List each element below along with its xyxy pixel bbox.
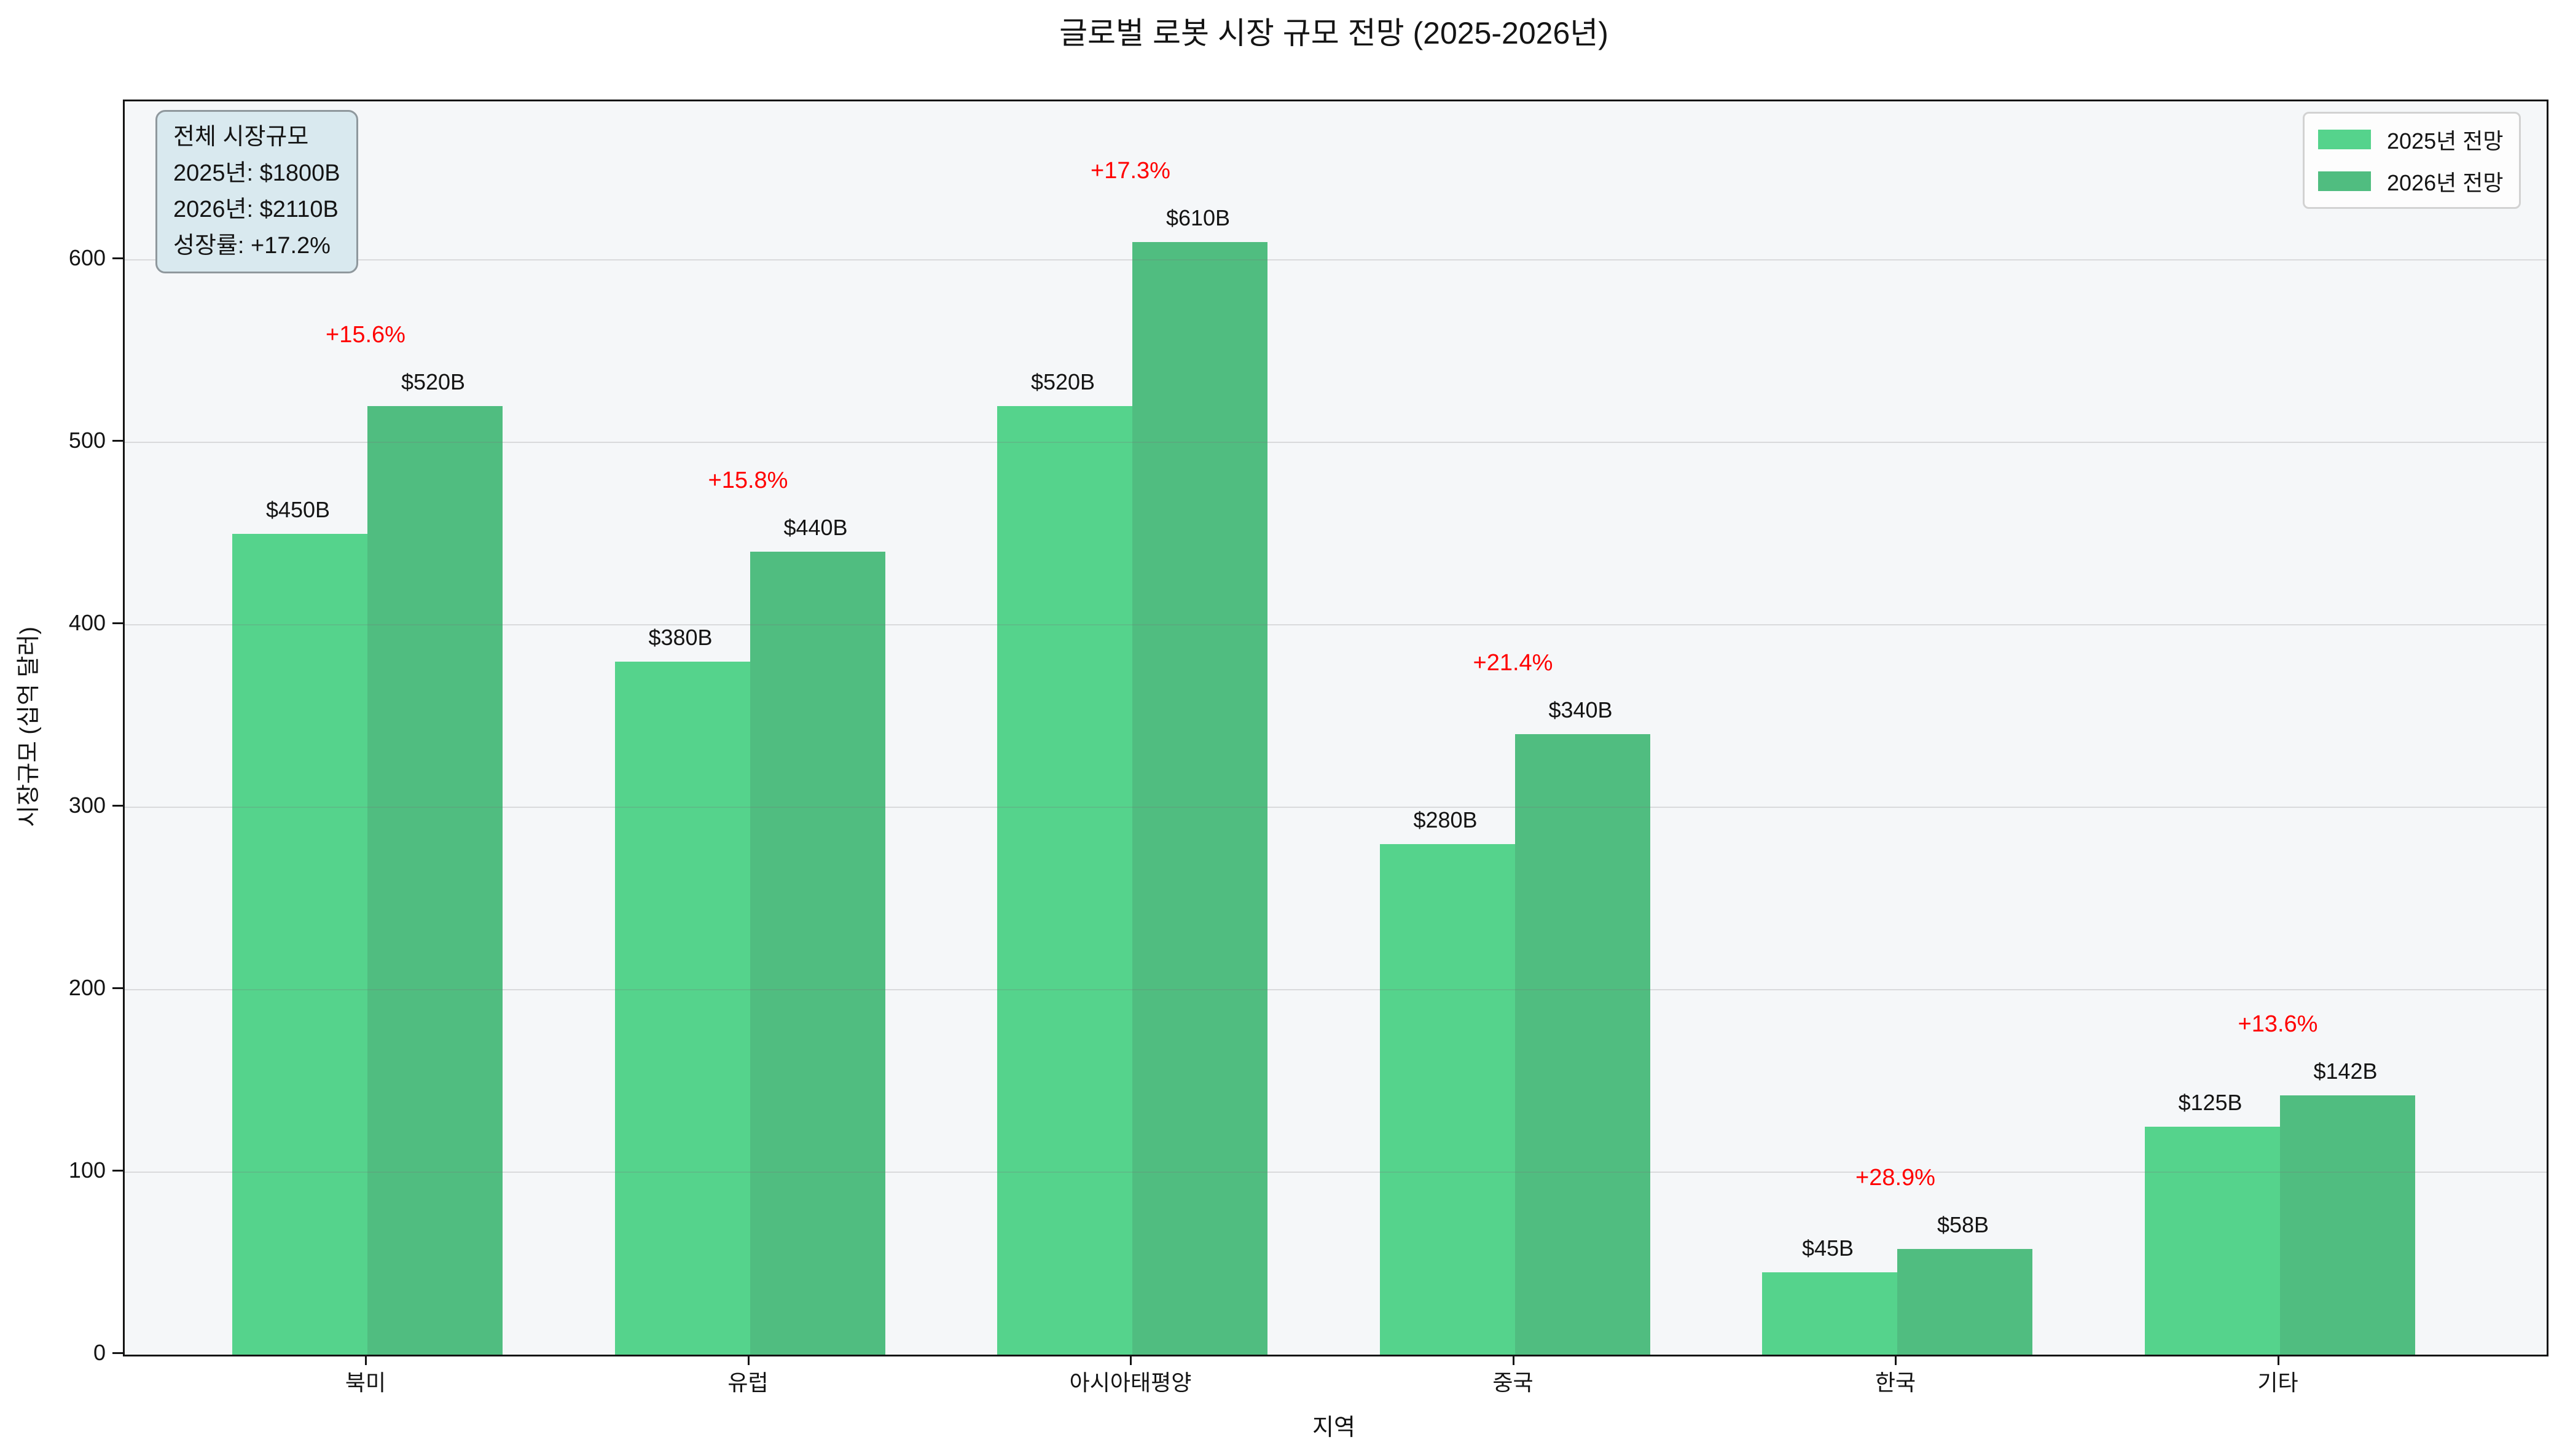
growth-label: +21.4% (1473, 650, 1553, 676)
plot-area (123, 100, 2548, 1356)
y-tick-label: 400 (68, 610, 106, 636)
y-tick-mark (112, 622, 123, 625)
chart-title: 글로벌 로봇 시장 규모 전망 (2025-2026년) (1059, 16, 1608, 50)
y-tick-label: 600 (68, 245, 106, 271)
legend-swatch-2026 (2318, 171, 2371, 191)
y-tick-label: 300 (68, 793, 106, 818)
bar-value-label: $280B (1413, 807, 1478, 832)
growth-label: +15.8% (708, 468, 788, 494)
legend-label: 2026년 전망 (2387, 170, 2504, 195)
info-box: 전체 시장규모 2025년: $1800B 2026년: $2110B 성장률: +1… (155, 110, 358, 273)
y-tick-label: 100 (68, 1157, 106, 1183)
bar-2026-1 (750, 552, 885, 1355)
info-box-line: 2025년: $1800B (173, 160, 340, 186)
bar-value-label: $125B (2178, 1089, 2243, 1115)
x-tick-label: 중국 (1492, 1370, 1534, 1395)
growth-label: +13.6% (2238, 1011, 2318, 1038)
info-box-line: 성장률: +17.2% (173, 233, 331, 259)
bar-2025-5 (2144, 1126, 2280, 1355)
x-tick-mark (1895, 1355, 1897, 1365)
growth-label: +28.9% (1855, 1164, 1935, 1191)
y-tick-mark (112, 1352, 123, 1354)
bar-2025-1 (614, 661, 750, 1355)
growth-label: +17.3% (1091, 157, 1170, 184)
bar-2026-4 (1897, 1248, 2032, 1355)
legend-item: 2025년 전망 (2318, 123, 2503, 155)
x-tick-mark (1130, 1355, 1132, 1365)
info-box-line: 전체 시장규모 (173, 124, 309, 150)
y-tick-label: 0 (93, 1340, 106, 1365)
y-tick-mark (112, 440, 123, 442)
bar-2025-2 (997, 405, 1132, 1355)
gridline (125, 989, 2547, 991)
x-tick-label: 기타 (2257, 1370, 2298, 1395)
bar-value-label: $58B (1937, 1211, 1989, 1237)
x-tick-label: 한국 (1874, 1370, 1916, 1395)
gridline (125, 259, 2547, 261)
bar-2025-0 (232, 533, 367, 1355)
bar-value-label: $520B (401, 369, 466, 394)
bar-value-label: $45B (1801, 1235, 1854, 1261)
x-tick-label: 유럽 (727, 1370, 769, 1395)
bar-2026-2 (1132, 241, 1267, 1355)
legend-item: 2026년 전망 (2318, 165, 2503, 197)
x-axis-label: 지역 (1312, 1415, 1355, 1441)
x-tick-mark (747, 1355, 750, 1365)
x-tick-mark (365, 1355, 367, 1365)
y-tick-mark (112, 1170, 123, 1172)
legend: 2025년 전망 2026년 전망 (2303, 112, 2521, 209)
bar-value-label: $610B (1165, 205, 1231, 230)
y-tick-mark (112, 987, 123, 990)
gridline (125, 624, 2547, 626)
bar-2026-0 (367, 405, 503, 1355)
bar-value-label: $440B (783, 515, 848, 541)
legend-label: 2025년 전망 (2387, 128, 2504, 154)
y-tick-label: 200 (68, 975, 106, 1001)
x-tick-mark (1512, 1355, 1514, 1365)
gridline (125, 807, 2547, 808)
bar-2025-4 (1762, 1272, 1897, 1355)
info-box-line: 2026년: $2110B (173, 197, 339, 222)
bar-2026-5 (2279, 1095, 2415, 1355)
bar-value-label: $142B (2313, 1059, 2378, 1084)
y-axis-label: 시장규모 (십억 달러) (16, 626, 42, 828)
x-tick-mark (2277, 1355, 2279, 1365)
gridline (125, 442, 2547, 444)
growth-label: +15.6% (326, 321, 405, 348)
legend-swatch-2025 (2318, 130, 2371, 149)
y-tick-label: 500 (68, 428, 106, 453)
bar-value-label: $340B (1548, 697, 1613, 723)
gridline (125, 1172, 2547, 1173)
bar-value-label: $450B (265, 496, 331, 522)
x-tick-label: 북미 (345, 1370, 386, 1395)
bar-2025-3 (1379, 843, 1515, 1355)
x-tick-label: 아시아태평양 (1069, 1370, 1192, 1395)
y-tick-mark (112, 805, 123, 807)
bar-value-label: $520B (1030, 369, 1095, 394)
bar-value-label: $380B (648, 624, 713, 650)
bar-2026-3 (1514, 734, 1650, 1355)
y-tick-mark (112, 257, 123, 260)
